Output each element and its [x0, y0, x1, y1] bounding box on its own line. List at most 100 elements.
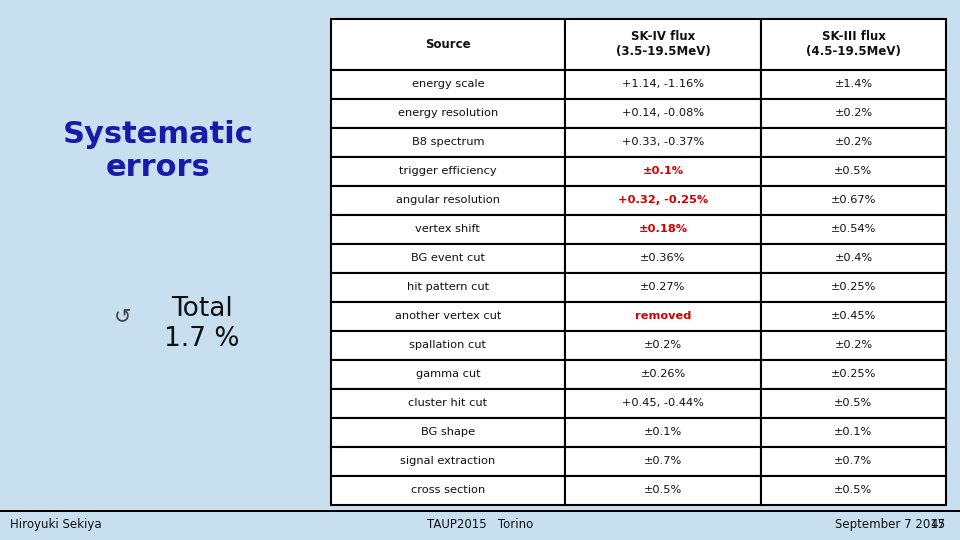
Text: SK-IV flux
(3.5-19.5MeV): SK-IV flux (3.5-19.5MeV) [615, 30, 710, 58]
Bar [564, 244, 761, 273]
Bar [331, 157, 564, 186]
Text: ±0.7%: ±0.7% [834, 456, 873, 467]
Text: ↺: ↺ [114, 306, 132, 326]
Text: BG shape: BG shape [420, 427, 475, 437]
Bar [761, 19, 946, 70]
Bar [331, 360, 564, 389]
Text: +1.14, -1.16%: +1.14, -1.16% [622, 79, 704, 89]
Bar [761, 447, 946, 476]
Bar [761, 244, 946, 273]
Bar [331, 215, 564, 244]
Text: energy resolution: energy resolution [397, 108, 498, 118]
Text: September 7 2015: September 7 2015 [835, 518, 946, 531]
Text: ±0.18%: ±0.18% [638, 224, 687, 234]
Bar [761, 418, 946, 447]
Text: ±0.25%: ±0.25% [830, 282, 876, 292]
Bar [564, 19, 761, 70]
Bar [564, 99, 761, 127]
Bar [761, 331, 946, 360]
Text: ±0.5%: ±0.5% [834, 166, 873, 176]
Bar [331, 331, 564, 360]
Bar [331, 19, 564, 70]
Text: gamma cut: gamma cut [416, 369, 480, 379]
Bar [564, 273, 761, 302]
Text: vertex shift: vertex shift [416, 224, 480, 234]
Text: energy scale: energy scale [412, 79, 484, 89]
Bar [761, 215, 946, 244]
Text: ±0.2%: ±0.2% [834, 340, 873, 350]
Text: +0.33, -0.37%: +0.33, -0.37% [622, 137, 704, 147]
Bar [761, 360, 946, 389]
Text: SK-III flux
(4.5-19.5MeV): SK-III flux (4.5-19.5MeV) [806, 30, 900, 58]
Bar [564, 215, 761, 244]
Text: ±0.4%: ±0.4% [834, 253, 873, 264]
Text: ±0.2%: ±0.2% [834, 137, 873, 147]
Text: ±0.25%: ±0.25% [830, 369, 876, 379]
Bar [331, 127, 564, 157]
Text: angular resolution: angular resolution [396, 195, 500, 205]
Bar [331, 418, 564, 447]
Text: +0.32, -0.25%: +0.32, -0.25% [618, 195, 708, 205]
Text: ±0.54%: ±0.54% [830, 224, 876, 234]
Bar [331, 70, 564, 99]
Text: signal extraction: signal extraction [400, 456, 495, 467]
Bar [331, 302, 564, 331]
Text: ±0.5%: ±0.5% [834, 485, 873, 495]
Text: ±0.1%: ±0.1% [644, 427, 683, 437]
Bar [761, 70, 946, 99]
Text: spallation cut: spallation cut [409, 340, 487, 350]
Bar [564, 331, 761, 360]
Text: Source: Source [425, 38, 470, 51]
Text: Total
1.7 %: Total 1.7 % [164, 296, 239, 352]
Text: another vertex cut: another vertex cut [395, 311, 501, 321]
Text: ±0.36%: ±0.36% [640, 253, 685, 264]
Bar [564, 476, 761, 505]
Bar [331, 476, 564, 505]
Bar [564, 418, 761, 447]
Bar [564, 186, 761, 215]
Bar [761, 157, 946, 186]
Bar [564, 389, 761, 418]
Bar [331, 244, 564, 273]
Text: ±0.2%: ±0.2% [644, 340, 682, 350]
Text: 47: 47 [930, 518, 946, 531]
Bar [761, 186, 946, 215]
Text: ±0.1%: ±0.1% [642, 166, 684, 176]
Text: +0.45, -0.44%: +0.45, -0.44% [622, 399, 704, 408]
Text: removed: removed [635, 311, 691, 321]
Bar [761, 99, 946, 127]
Text: B8 spectrum: B8 spectrum [412, 137, 484, 147]
Bar [331, 186, 564, 215]
Bar [331, 389, 564, 418]
Text: ±0.7%: ±0.7% [644, 456, 683, 467]
Text: ±0.45%: ±0.45% [830, 311, 876, 321]
Text: Hiroyuki Sekiya: Hiroyuki Sekiya [10, 518, 101, 531]
Text: ±1.4%: ±1.4% [834, 79, 873, 89]
Text: ±0.67%: ±0.67% [830, 195, 876, 205]
Text: +0.14, -0.08%: +0.14, -0.08% [622, 108, 704, 118]
Text: ±0.1%: ±0.1% [834, 427, 873, 437]
Text: hit pattern cut: hit pattern cut [407, 282, 489, 292]
Bar [761, 127, 946, 157]
Text: cross section: cross section [411, 485, 485, 495]
Text: ±0.5%: ±0.5% [834, 399, 873, 408]
Bar [564, 302, 761, 331]
Bar [564, 447, 761, 476]
Bar [564, 70, 761, 99]
Bar [0, 510, 960, 512]
Text: ±0.2%: ±0.2% [834, 108, 873, 118]
Bar [564, 127, 761, 157]
Text: cluster hit cut: cluster hit cut [408, 399, 488, 408]
Bar [331, 273, 564, 302]
Text: ±0.5%: ±0.5% [644, 485, 683, 495]
Bar [761, 389, 946, 418]
Bar [331, 447, 564, 476]
Bar [564, 157, 761, 186]
Text: BG event cut: BG event cut [411, 253, 485, 264]
Text: ±0.27%: ±0.27% [640, 282, 685, 292]
Text: ±0.26%: ±0.26% [640, 369, 685, 379]
Text: trigger efficiency: trigger efficiency [399, 166, 496, 176]
Bar [564, 360, 761, 389]
Text: Systematic
errors: Systematic errors [63, 120, 253, 183]
Bar [761, 302, 946, 331]
